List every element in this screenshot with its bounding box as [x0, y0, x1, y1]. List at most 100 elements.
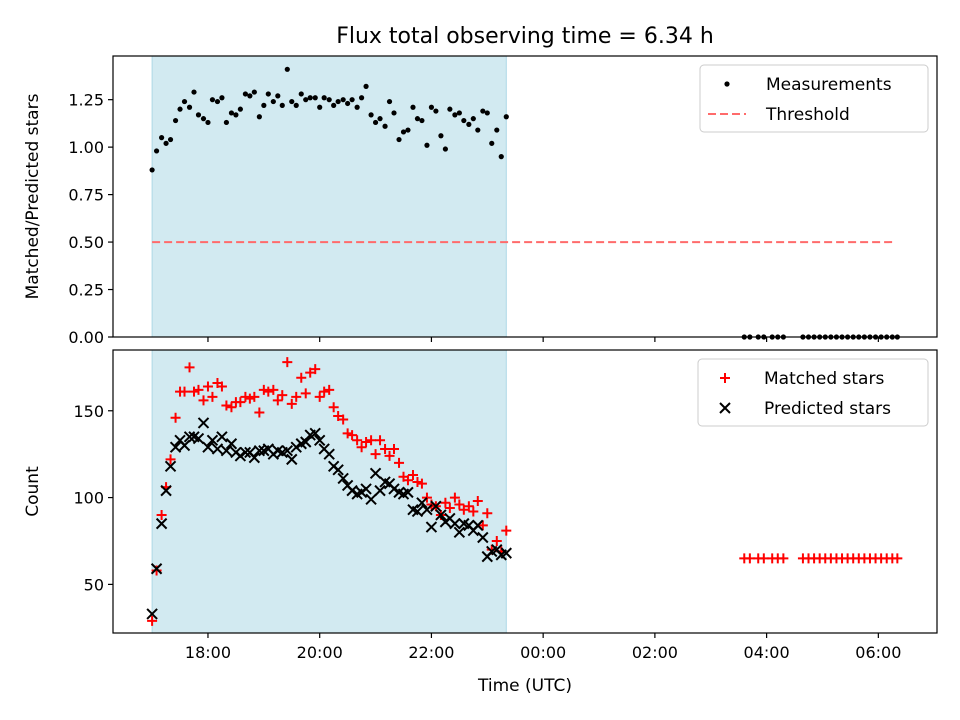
measurement-point	[331, 102, 337, 108]
matched-star-point	[394, 457, 405, 468]
measurement-point	[368, 112, 374, 118]
measurement-point	[312, 95, 318, 101]
predicted-star-point	[155, 517, 168, 530]
x-axis-label: Time (UTC)	[477, 676, 572, 696]
predicted-star-point	[374, 484, 386, 497]
predicted-star-point	[281, 444, 294, 457]
measurement-point	[289, 98, 295, 105]
measurement-point	[233, 112, 239, 118]
predicted-star-point	[248, 451, 261, 464]
matched-star-point	[744, 553, 755, 564]
measurement-point	[461, 117, 467, 124]
matched-star-point	[352, 435, 363, 446]
measurement-point	[391, 110, 397, 116]
measurement-point	[405, 127, 411, 133]
matched-star-point	[375, 435, 386, 446]
measurement-point	[358, 95, 365, 101]
y-tick-label: 0.50	[68, 233, 104, 252]
matched-star-point	[268, 384, 279, 395]
predicted-star-point	[500, 547, 512, 559]
matched-star-point	[388, 443, 399, 454]
measurement-point	[489, 140, 495, 146]
matched-star-point	[314, 391, 325, 402]
predicted-star-point	[253, 444, 266, 457]
measurement-point	[200, 116, 207, 122]
matched-star-point	[361, 437, 372, 448]
measurement-point	[363, 83, 369, 89]
x-tick-label: 02:00	[632, 643, 678, 662]
predicted-star-point	[453, 526, 466, 539]
measurement-point	[317, 104, 323, 110]
predicted-star-point	[183, 431, 196, 443]
matched-star-point	[444, 502, 455, 513]
measurement-point	[172, 117, 179, 124]
matched-star-point	[179, 386, 190, 397]
measurement-point	[466, 121, 472, 127]
x-tick-label: 20:00	[297, 643, 343, 662]
measurement-point	[386, 98, 393, 105]
measurement-point	[340, 97, 346, 103]
measurement-point	[321, 95, 327, 101]
legend: Measurements Threshold	[699, 64, 929, 133]
matched-star-point	[412, 476, 423, 487]
measurement-point	[419, 117, 425, 124]
matched-star-point	[380, 443, 391, 454]
measurement-point	[149, 167, 155, 173]
predicted-star-point	[416, 497, 428, 509]
predicted-star-point	[150, 563, 163, 575]
predicted-star-point	[435, 509, 447, 521]
measurement-point	[205, 119, 211, 126]
predicted-star-point	[220, 444, 233, 457]
measurement-point	[298, 91, 304, 97]
legend-marker-measurements	[724, 81, 730, 87]
matched-star-point	[477, 520, 488, 531]
measurement-point	[223, 119, 230, 126]
matched-star-point	[333, 410, 344, 421]
matched-star-point	[319, 386, 330, 397]
y-tick-label: 0.75	[68, 186, 104, 205]
matched-star-point	[468, 506, 479, 517]
observing-window-highlight	[151, 55, 507, 338]
matched-star-point	[296, 372, 307, 383]
matched-star-point	[324, 384, 335, 395]
matched-star-point	[254, 407, 265, 418]
measurement-point	[382, 123, 388, 129]
x-tick-label: 22:00	[408, 643, 454, 662]
legend-label: Matched stars	[764, 369, 884, 389]
matched-star-point	[291, 391, 302, 402]
measurement-point	[153, 148, 160, 154]
matched-star-point	[193, 384, 204, 395]
measurement-point	[247, 93, 253, 99]
y-tick-label: 50	[84, 575, 104, 594]
measurement-point	[284, 66, 290, 72]
measurement-point	[237, 106, 243, 112]
measurement-point	[456, 110, 462, 116]
figure-title: Flux total observing time = 6.34 h	[336, 24, 714, 49]
predicted-star-point	[239, 446, 252, 459]
predicted-star-point	[146, 608, 158, 620]
matched-star-point	[300, 388, 311, 399]
legend-marker-matched	[720, 373, 730, 383]
measurement-point	[195, 112, 202, 118]
predicted-star-point	[169, 441, 182, 453]
predicted-star-point	[421, 504, 433, 516]
matched-star-point	[463, 501, 474, 512]
predicted-star-point	[360, 483, 372, 495]
measurement-point	[475, 127, 481, 133]
matched-star-point	[501, 525, 512, 536]
matched-star-point	[286, 398, 297, 409]
matched-star-point	[202, 381, 213, 392]
predicted-star-point	[178, 439, 191, 452]
predicted-star-point	[309, 427, 321, 440]
matched-star-point	[416, 478, 427, 489]
measurement-point	[438, 133, 444, 139]
predicted-star-point	[425, 521, 438, 533]
predicted-star-point	[313, 434, 326, 446]
measurement-point	[396, 136, 402, 143]
matched-star-point	[421, 492, 432, 503]
measurement-point	[494, 127, 500, 133]
matched-star-point	[207, 391, 218, 402]
predicted-star-point	[164, 460, 177, 473]
y-axis-label: Matched/Predicted stars	[23, 93, 43, 299]
y-tick-label: 1.25	[68, 91, 104, 110]
